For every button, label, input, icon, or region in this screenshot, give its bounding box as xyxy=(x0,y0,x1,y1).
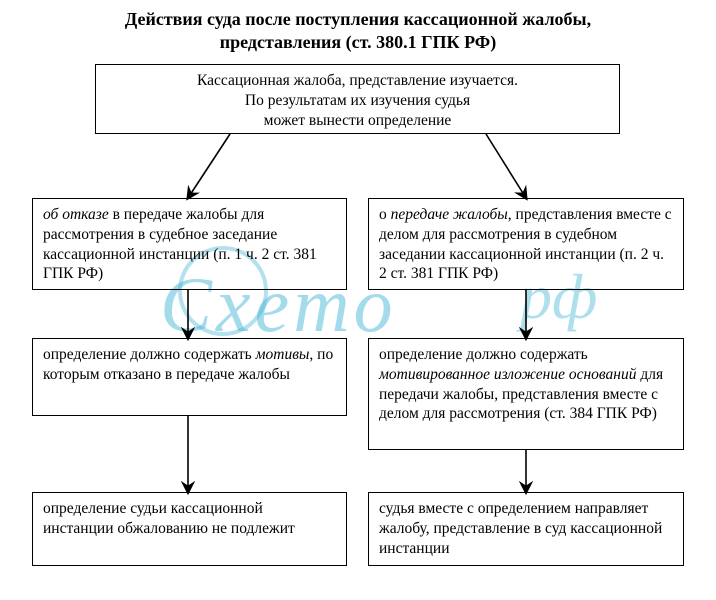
box-right-2: определение должно содержать мотивирован… xyxy=(368,338,684,450)
right2-pre: определение должно содержать xyxy=(379,346,588,363)
right3-text: судья вместе с определением направляет ж… xyxy=(379,500,662,557)
left2-pre: определение должно содержать xyxy=(43,346,256,363)
right1-pre: о xyxy=(379,206,391,223)
diagram-title: Действия суда после поступления кассацио… xyxy=(0,8,716,53)
right1-italic: передаче жалобы xyxy=(391,206,508,223)
left2-italic: мотивы xyxy=(256,346,310,363)
box-left-1: об отказе в передаче жалобы для рассмотр… xyxy=(32,198,347,290)
box-left-3: определение судьи кассационной инстанции… xyxy=(32,492,347,566)
title-line2: представления (ст. 380.1 ГПК РФ) xyxy=(220,32,496,52)
box-right-3: судья вместе с определением направляет ж… xyxy=(368,492,684,566)
title-line1: Действия суда после поступления кассацио… xyxy=(125,9,591,29)
top-l3: может вынести определение xyxy=(264,112,452,129)
box-top: Кассационная жалоба, представление изуча… xyxy=(95,64,620,134)
left3-text: определение судьи кассационной инстанции… xyxy=(43,500,295,537)
box-left-2: определение должно содержать мотивы, по … xyxy=(32,338,347,416)
box-right-1: о передаче жалобы, представления вместе … xyxy=(368,198,684,290)
top-l1: Кассационная жалоба, представление изуча… xyxy=(197,72,518,89)
right2-italic: мотивированное изложение оснований xyxy=(379,366,636,383)
top-l2: По результатам их изучения судья xyxy=(245,92,470,109)
left1-italic: об отказе xyxy=(43,206,109,223)
